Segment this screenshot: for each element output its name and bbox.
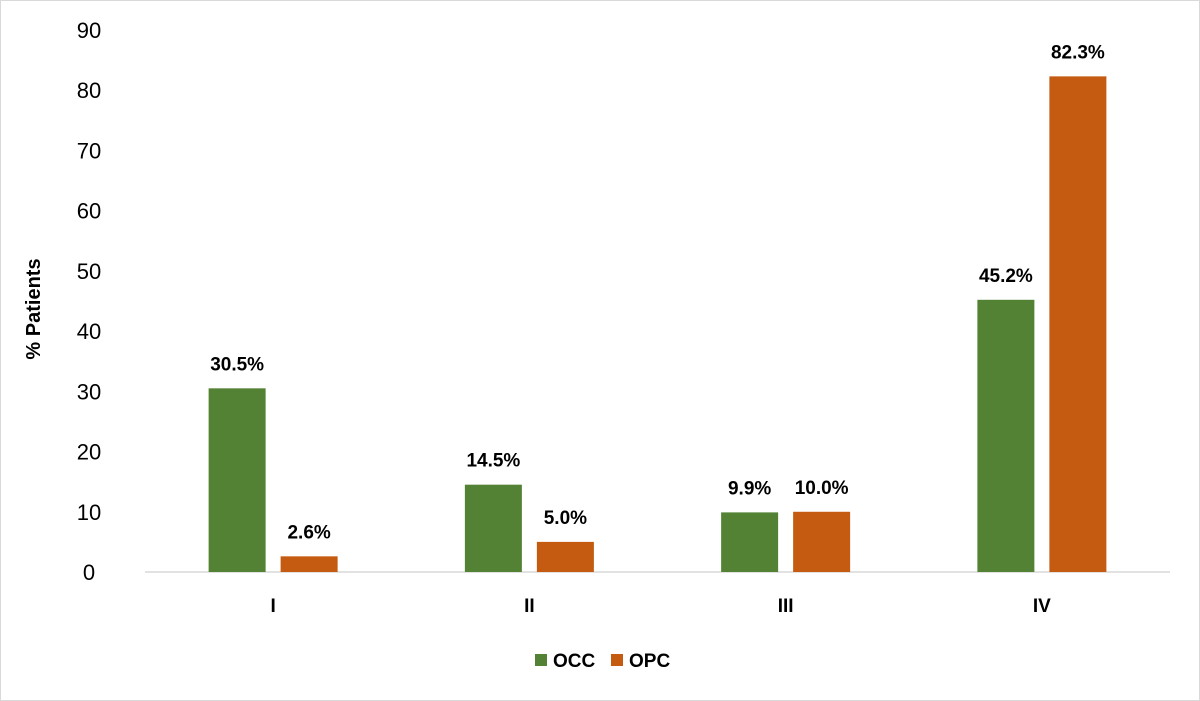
data-label: 9.9% bbox=[728, 478, 771, 499]
y-tick-label: 80 bbox=[77, 78, 101, 103]
data-labels: 30.5% 2.6% 14.5% 5.0% 9.9% 10.0% 45.2% 82.3% bbox=[210, 42, 1105, 543]
x-axis-categories: I II III IV bbox=[270, 596, 1051, 617]
bar-opc-ii bbox=[536, 541, 594, 572]
y-tick-label: 90 bbox=[77, 18, 101, 43]
x-category-label: III bbox=[778, 596, 794, 617]
bar-opc-i bbox=[280, 556, 338, 572]
bars bbox=[208, 76, 1107, 573]
bar-opc-iii bbox=[793, 511, 851, 572]
bar-occ-iii bbox=[721, 512, 779, 572]
legend-label-opc: OPC bbox=[629, 651, 670, 672]
bar-opc-iv bbox=[1049, 76, 1107, 573]
y-axis-ticks: 0 10 20 30 40 50 60 70 80 90 bbox=[77, 18, 101, 585]
y-tick-label: 60 bbox=[77, 199, 101, 224]
y-tick-label: 40 bbox=[77, 319, 101, 344]
y-axis-label: % Patients bbox=[23, 258, 45, 359]
data-label: 82.3% bbox=[1051, 42, 1105, 63]
bar-occ-i bbox=[208, 388, 266, 572]
legend-label-occ: OCC bbox=[553, 651, 596, 672]
legend-swatch-opc bbox=[611, 654, 623, 666]
data-label: 45.2% bbox=[979, 266, 1033, 287]
bar-occ-iv bbox=[977, 299, 1035, 572]
y-tick-label: 10 bbox=[77, 500, 101, 525]
data-label: 5.0% bbox=[544, 508, 587, 529]
x-category-label: II bbox=[524, 596, 535, 617]
x-category-label: IV bbox=[1033, 596, 1051, 617]
data-label: 2.6% bbox=[287, 522, 330, 543]
y-tick-label: 30 bbox=[77, 379, 101, 404]
y-tick-label: 50 bbox=[77, 259, 101, 284]
data-label: 30.5% bbox=[210, 354, 264, 375]
data-label: 10.0% bbox=[795, 478, 849, 499]
legend-swatch-occ bbox=[535, 654, 547, 666]
y-tick-label: 70 bbox=[77, 138, 101, 163]
legend: OCC OPC bbox=[535, 651, 670, 672]
bar-occ-ii bbox=[464, 484, 522, 572]
y-tick-label: 0 bbox=[83, 560, 95, 585]
y-tick-label: 20 bbox=[77, 440, 101, 465]
x-category-label: I bbox=[270, 596, 275, 617]
data-label: 14.5% bbox=[466, 451, 520, 472]
